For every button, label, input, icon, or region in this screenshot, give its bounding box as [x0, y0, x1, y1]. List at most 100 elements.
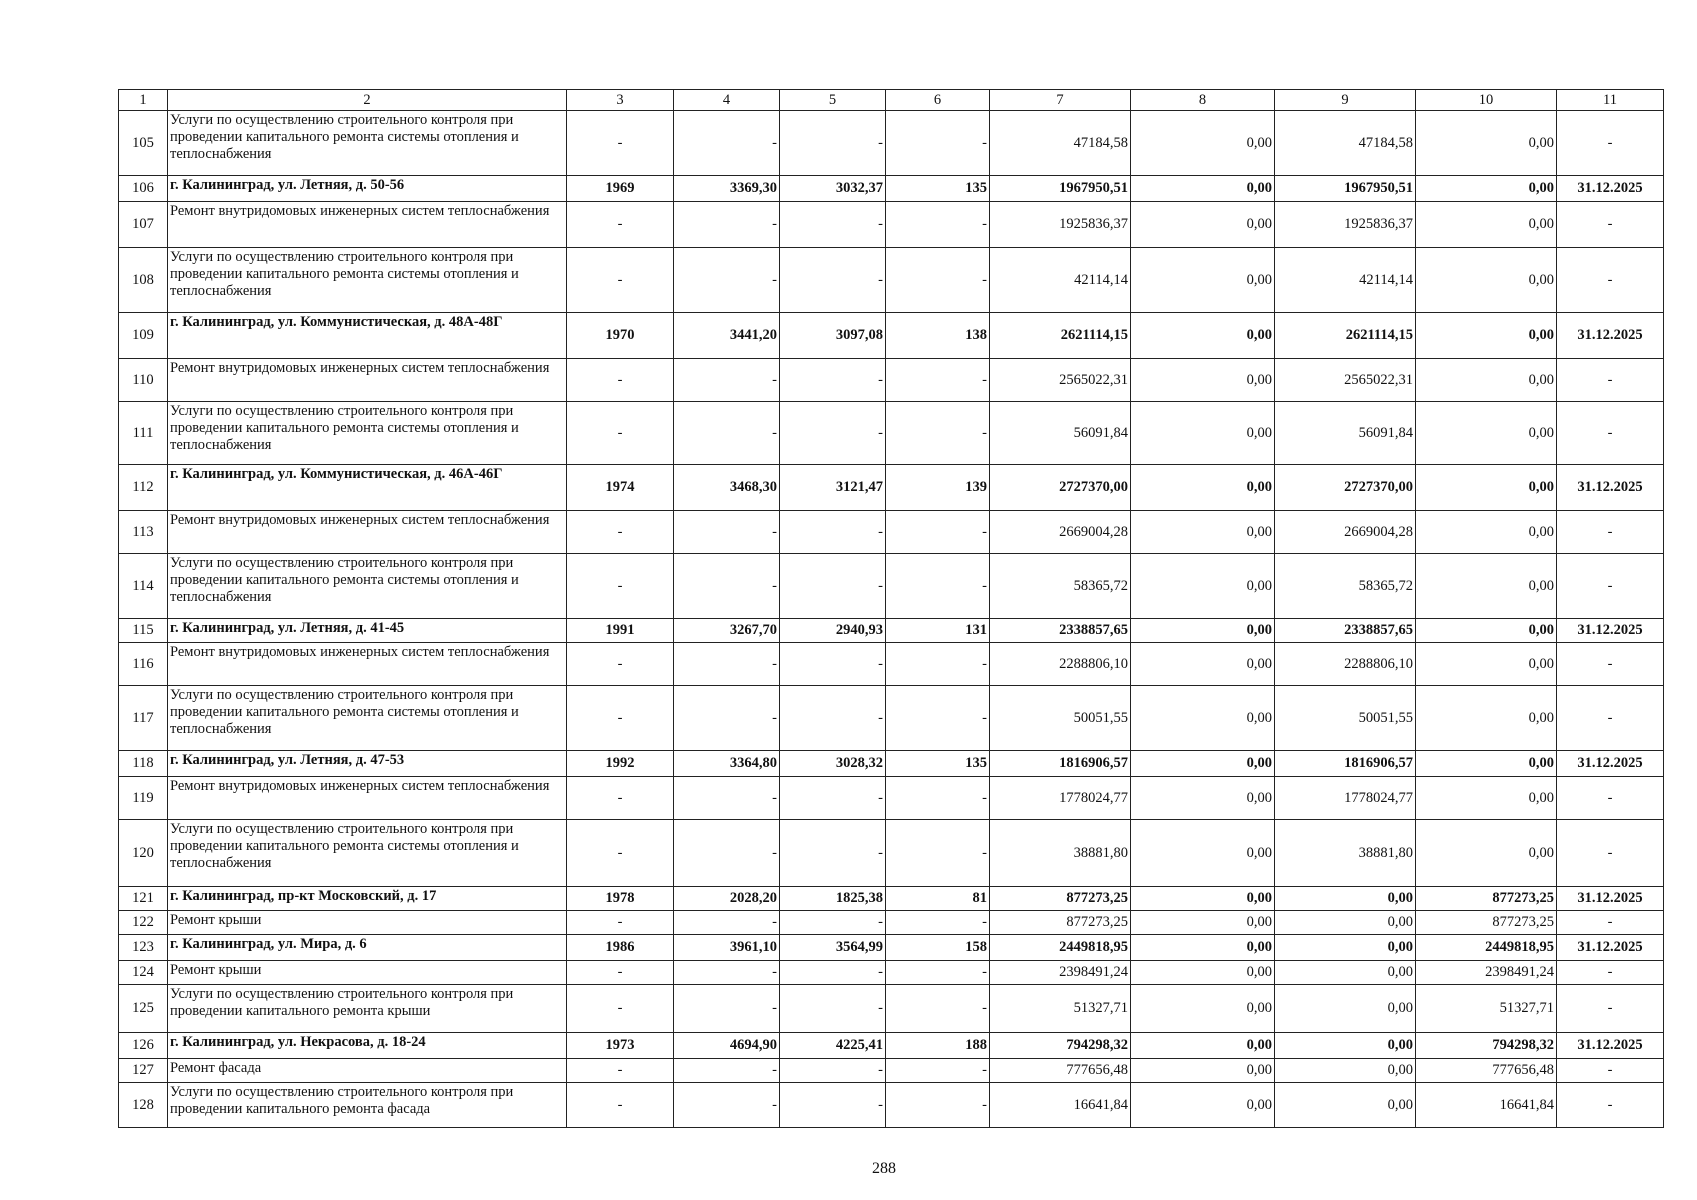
row-number: 115	[118, 618, 168, 643]
total-cost: 42114,14	[989, 247, 1131, 313]
total-cost: 56091,84	[989, 401, 1131, 465]
column-number: 4	[673, 89, 780, 111]
living-area: -	[779, 401, 886, 465]
year-built: 1992	[566, 750, 674, 777]
cost-fund-b: 0,00	[1274, 934, 1416, 961]
row-number: 120	[118, 819, 168, 887]
total-cost: 1778024,77	[989, 776, 1131, 820]
cost-fund-a: 0,00	[1130, 110, 1275, 176]
work-name: г. Калининград, ул. Мира, д. 6	[167, 934, 567, 961]
residents: 135	[885, 175, 990, 202]
completion-date: 31.12.2025	[1556, 750, 1664, 777]
total-cost: 38881,80	[989, 819, 1131, 887]
cost-fund-a: 0,00	[1130, 642, 1275, 686]
residents: -	[885, 960, 990, 985]
column-number: 2	[167, 89, 567, 111]
cost-fund-b: 50051,55	[1274, 685, 1416, 751]
cost-fund-b: 0,00	[1274, 960, 1416, 985]
cost-fund-c: 0,00	[1415, 358, 1557, 402]
column-number: 1	[118, 89, 168, 111]
work-name: Услуги по осуществлению строительного ко…	[167, 553, 567, 619]
work-row: 117 Услуги по осуществлению строительного…	[118, 685, 1664, 751]
cost-fund-c: 2398491,24	[1415, 960, 1557, 985]
total-cost: 877273,25	[989, 886, 1131, 911]
residents: -	[885, 984, 990, 1033]
cost-fund-b: 2727370,00	[1274, 464, 1416, 511]
total-cost: 16641,84	[989, 1082, 1131, 1128]
row-number: 109	[118, 312, 168, 359]
work-name: Ремонт крыши	[167, 910, 567, 935]
year-built: -	[566, 201, 674, 248]
row-number: 124	[118, 960, 168, 985]
cost-fund-b: 47184,58	[1274, 110, 1416, 176]
row-number: 125	[118, 984, 168, 1033]
work-name: Услуги по осуществлению строительного ко…	[167, 685, 567, 751]
cost-fund-c: 0,00	[1415, 175, 1557, 202]
cost-fund-c: 0,00	[1415, 110, 1557, 176]
row-number: 113	[118, 510, 168, 554]
work-name: Ремонт внутридомовых инженерных систем т…	[167, 642, 567, 686]
living-area: -	[779, 642, 886, 686]
column-number: 11	[1556, 89, 1664, 111]
total-cost: 1816906,57	[989, 750, 1131, 777]
building-row: 123 г. Калининград, ул. Мира, д. 6 1986 396…	[118, 934, 1664, 961]
living-area: 1825,38	[779, 886, 886, 911]
work-name: г. Калининград, пр-кт Московский, д. 17	[167, 886, 567, 911]
cost-fund-b: 56091,84	[1274, 401, 1416, 465]
cost-fund-b: 2288806,10	[1274, 642, 1416, 686]
cost-fund-c: 0,00	[1415, 247, 1557, 313]
column-number-row: 1 2 3 4 5 6 7 8 9 10 11	[118, 89, 1664, 111]
residents: -	[885, 553, 990, 619]
column-number: 5	[779, 89, 886, 111]
cost-fund-c: 0,00	[1415, 201, 1557, 248]
total-cost: 51327,71	[989, 984, 1131, 1033]
total-area: -	[673, 819, 780, 887]
cost-fund-c: 2449818,95	[1415, 934, 1557, 961]
total-area: 3441,20	[673, 312, 780, 359]
year-built: 1974	[566, 464, 674, 511]
completion-date: 31.12.2025	[1556, 618, 1664, 643]
cost-fund-c: 877273,25	[1415, 910, 1557, 935]
row-number: 122	[118, 910, 168, 935]
cost-fund-a: 0,00	[1130, 247, 1275, 313]
total-area: -	[673, 110, 780, 176]
cost-fund-a: 0,00	[1130, 401, 1275, 465]
completion-date: -	[1556, 110, 1664, 176]
total-cost: 50051,55	[989, 685, 1131, 751]
residents: -	[885, 401, 990, 465]
work-row: 124 Ремонт крыши - - - -2398491,24 0,00 0,00 239…	[118, 960, 1664, 985]
total-cost: 877273,25	[989, 910, 1131, 935]
row-number: 108	[118, 247, 168, 313]
building-row: 121 г. Калининград, пр-кт Московский, д. …	[118, 886, 1664, 911]
year-built: -	[566, 553, 674, 619]
cost-fund-b: 2669004,28	[1274, 510, 1416, 554]
row-number: 107	[118, 201, 168, 248]
cost-fund-a: 0,00	[1130, 910, 1275, 935]
cost-fund-b: 0,00	[1274, 1032, 1416, 1059]
completion-date: -	[1556, 553, 1664, 619]
row-number: 121	[118, 886, 168, 911]
total-cost: 2565022,31	[989, 358, 1131, 402]
residents: 81	[885, 886, 990, 911]
total-cost: 2288806,10	[989, 642, 1131, 686]
living-area: 3032,37	[779, 175, 886, 202]
total-cost: 58365,72	[989, 553, 1131, 619]
year-built: 1991	[566, 618, 674, 643]
year-built: -	[566, 401, 674, 465]
year-built: -	[566, 358, 674, 402]
cost-fund-c: 0,00	[1415, 642, 1557, 686]
cost-fund-c: 777656,48	[1415, 1058, 1557, 1083]
total-area: -	[673, 960, 780, 985]
cost-fund-a: 0,00	[1130, 819, 1275, 887]
living-area: -	[779, 553, 886, 619]
completion-date: 31.12.2025	[1556, 312, 1664, 359]
cost-fund-c: 877273,25	[1415, 886, 1557, 911]
residents: -	[885, 247, 990, 313]
total-cost: 2338857,65	[989, 618, 1131, 643]
cost-fund-c: 0,00	[1415, 510, 1557, 554]
living-area: 3028,32	[779, 750, 886, 777]
cost-fund-a: 0,00	[1130, 464, 1275, 511]
living-area: 3097,08	[779, 312, 886, 359]
year-built: -	[566, 819, 674, 887]
cost-fund-a: 0,00	[1130, 618, 1275, 643]
